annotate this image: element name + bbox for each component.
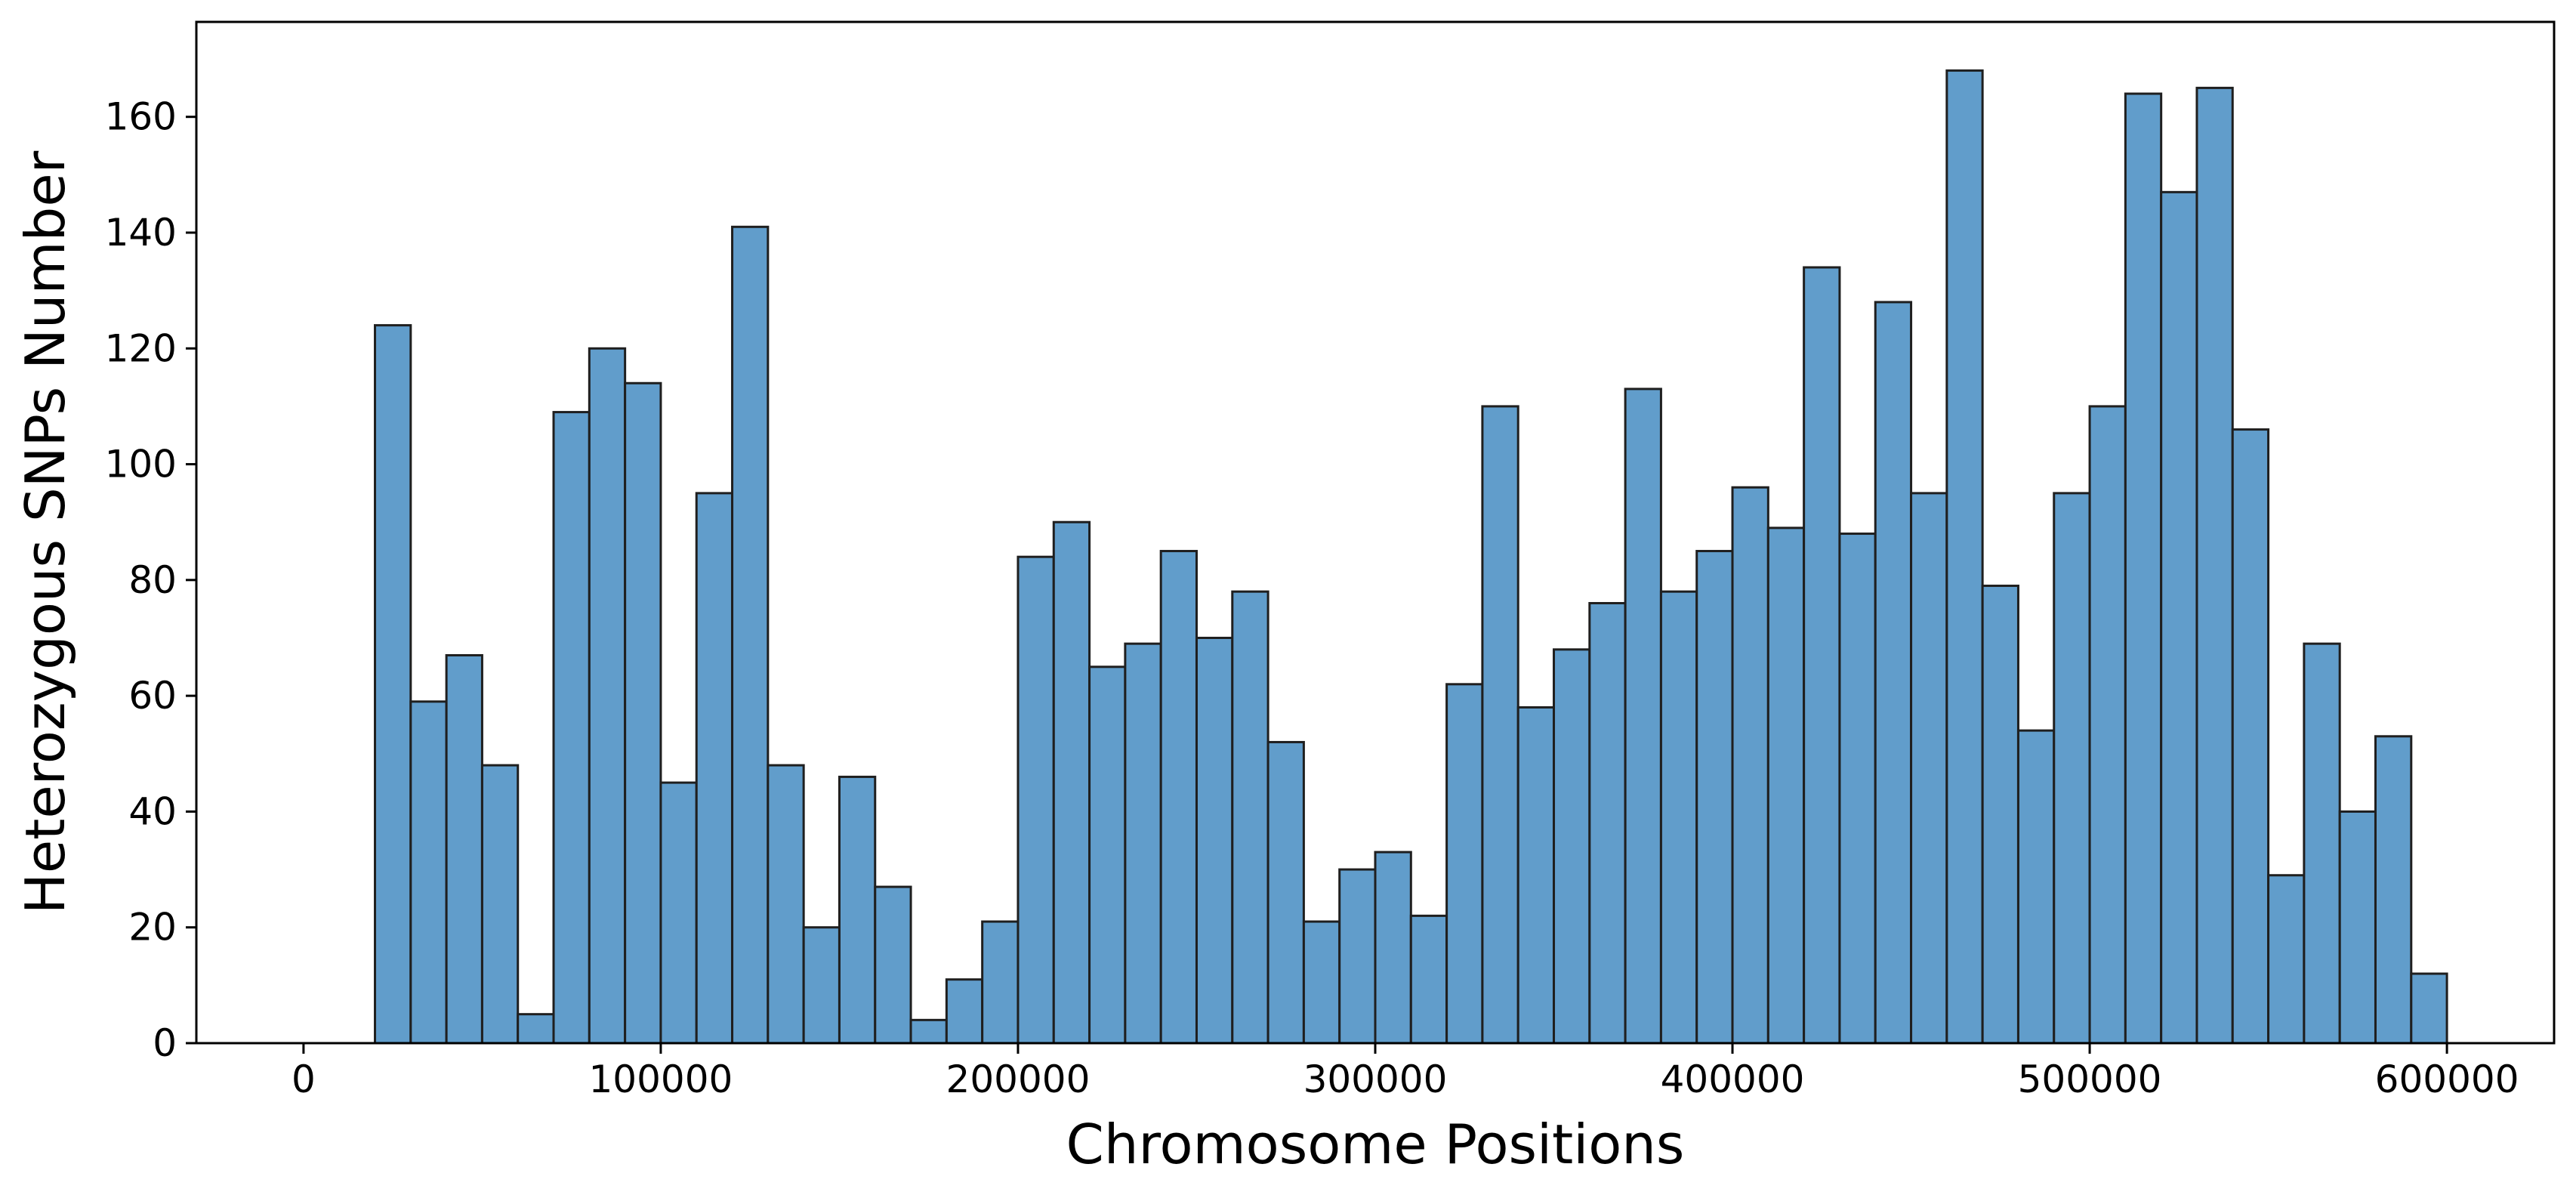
y-axis-title: Heterozygous SNPs Number xyxy=(14,150,77,914)
histogram-bar xyxy=(1766,526,1806,1045)
histogram-bar xyxy=(731,225,770,1045)
histogram-bar xyxy=(552,411,591,1045)
histogram-bar xyxy=(1481,405,1519,1045)
histogram-bar xyxy=(409,700,448,1045)
histogram-bar xyxy=(1195,636,1234,1045)
x-tick-label: 300000 xyxy=(1303,1058,1448,1101)
histogram-bar xyxy=(1409,914,1448,1045)
y-tick-label: 80 xyxy=(128,558,177,602)
histogram-bar xyxy=(1374,851,1412,1045)
histogram-bar xyxy=(909,1018,948,1045)
x-tick-label: 0 xyxy=(292,1058,316,1101)
y-tick-label: 120 xyxy=(105,326,177,370)
histogram-bar xyxy=(945,978,984,1045)
histogram-bar xyxy=(695,492,734,1045)
x-tick-label: 500000 xyxy=(2018,1058,2162,1101)
histogram-bar xyxy=(1910,492,1948,1045)
histogram-bar xyxy=(2231,428,2270,1045)
y-tick-label: 40 xyxy=(128,789,177,833)
bars-group xyxy=(374,69,2448,1045)
histogram-bar xyxy=(2410,972,2448,1045)
histogram-bar xyxy=(2088,405,2127,1045)
histogram-bar xyxy=(1659,590,1698,1045)
histogram-bar xyxy=(374,324,412,1045)
y-tick-label: 0 xyxy=(153,1021,177,1065)
histogram-bar xyxy=(1731,486,1769,1045)
y-tick-label: 20 xyxy=(128,906,177,949)
histogram-bar xyxy=(1338,868,1377,1045)
histogram-bar xyxy=(1945,69,1984,1045)
histogram-bar xyxy=(2124,92,2163,1045)
y-tick-label: 160 xyxy=(105,95,177,139)
x-tick-label: 600000 xyxy=(2375,1058,2519,1101)
histogram-bar xyxy=(1017,555,1055,1045)
histogram-bar xyxy=(1052,520,1091,1045)
x-tick-label: 400000 xyxy=(1661,1058,1805,1101)
histogram-bar xyxy=(1445,683,1484,1045)
y-tick-label: 140 xyxy=(105,211,177,255)
histogram-bar xyxy=(1553,648,1591,1045)
histogram-bar xyxy=(1124,642,1162,1045)
histogram-bar xyxy=(1231,590,1269,1045)
histogram-bar xyxy=(1624,387,1662,1045)
x-tick-label: 100000 xyxy=(589,1058,733,1101)
histogram-bar xyxy=(874,885,912,1045)
histogram-bar xyxy=(2160,190,2198,1045)
y-axis: 0 20 40 60 80 100 120 140 160 xyxy=(105,95,196,1065)
histogram-bar xyxy=(1266,740,1305,1045)
histogram-bar xyxy=(1588,602,1627,1045)
histogram-bar xyxy=(1302,920,1341,1045)
histogram-bar xyxy=(767,764,805,1045)
histogram-bar xyxy=(1695,550,1734,1045)
y-tick-label: 100 xyxy=(105,443,177,486)
histogram-bar xyxy=(2053,492,2091,1045)
histogram-bar xyxy=(2016,729,2056,1045)
histogram-bar xyxy=(445,653,483,1045)
histogram-bar xyxy=(624,381,662,1045)
histogram-bar xyxy=(2267,874,2306,1045)
histogram-bar xyxy=(1803,266,1841,1045)
histogram-bar xyxy=(1516,706,1556,1045)
histogram-bar xyxy=(2303,642,2341,1045)
histogram-bar xyxy=(588,347,627,1045)
histogram-bar xyxy=(1981,585,2019,1045)
histogram-bar xyxy=(2374,735,2413,1045)
histogram-bar xyxy=(838,775,877,1045)
x-axis-title: Chromosome Positions xyxy=(1066,1113,1685,1176)
histogram-bar xyxy=(1838,533,1877,1045)
x-axis: 0 100000 200000 300000 400000 500000 600000 xyxy=(292,1043,2519,1101)
histogram-bar xyxy=(1874,301,1913,1045)
histogram-bar xyxy=(2195,86,2234,1045)
x-tick-label: 200000 xyxy=(946,1058,1091,1101)
histogram-bar xyxy=(1088,665,1127,1045)
histogram-bar xyxy=(480,764,520,1045)
histogram-bar xyxy=(981,920,1020,1045)
histogram-bar xyxy=(802,926,841,1045)
histogram-bar xyxy=(2338,810,2377,1045)
histogram-bar xyxy=(1159,550,1198,1045)
histogram-bar xyxy=(659,781,698,1045)
histogram-bar xyxy=(517,1013,555,1045)
y-tick-label: 60 xyxy=(128,674,177,718)
